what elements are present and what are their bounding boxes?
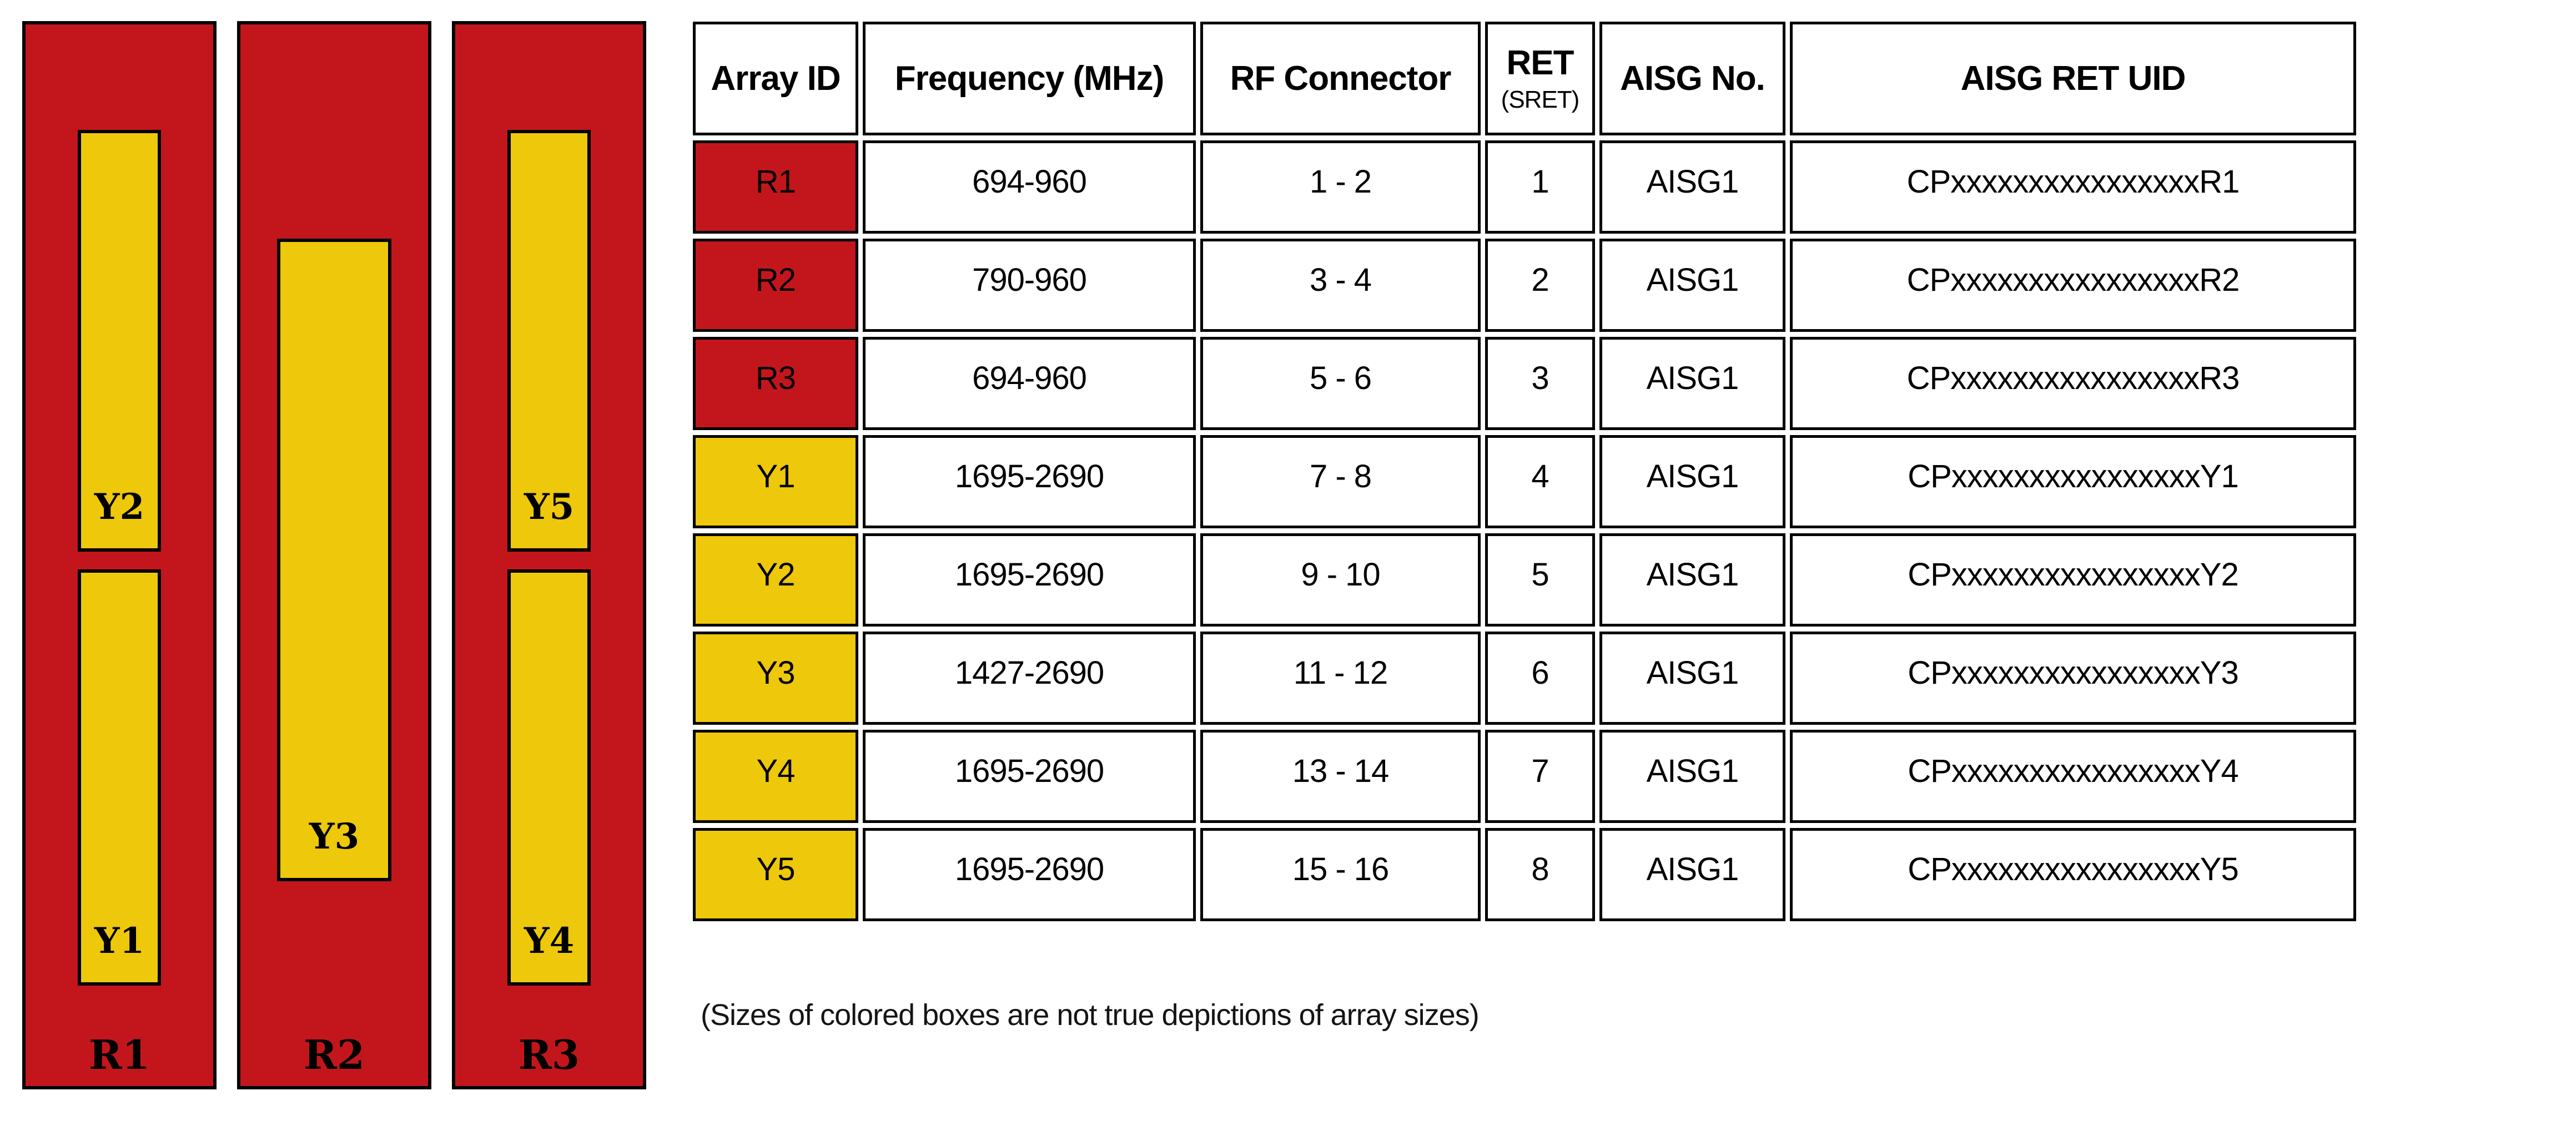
cell-frequency: 790-960 <box>863 239 1196 332</box>
cell-frequency: 1695-2690 <box>863 730 1196 823</box>
table-header-row: Array ID Frequency (MHz) RF Connector RE… <box>693 22 2356 135</box>
cell-ret: 8 <box>1485 828 1595 921</box>
col-header-aisg-ret-uid: AISG RET UID <box>1790 22 2356 135</box>
size-disclaimer-note: (Sizes of colored boxes are not true dep… <box>701 998 1480 1032</box>
table-row: R1 694-960 1 - 2 1 AISG1 CPxxxxxxxxxxxxxxxxR1 <box>693 140 2356 234</box>
array-label-r3: R3 <box>519 1031 580 1078</box>
cell-aisg-no: AISG1 <box>1599 239 1785 332</box>
col-header-ret-sub: (SRET) <box>1501 86 1580 113</box>
cell-aisg-no: AISG1 <box>1599 632 1785 725</box>
cell-rf-connector: 1 - 2 <box>1200 140 1481 234</box>
array-label-y3: Y3 <box>309 816 360 857</box>
cell-frequency: 1695-2690 <box>863 828 1196 921</box>
cell-ret: 1 <box>1485 140 1595 234</box>
yellow-array-box-y1: Y1 <box>78 569 161 986</box>
col-header-aisg-no: AISG No. <box>1599 22 1785 135</box>
cell-aisg-no: AISG1 <box>1599 828 1785 921</box>
cell-aisg-ret-uid: CPxxxxxxxxxxxxxxxxR2 <box>1790 239 2356 332</box>
table-row: R3 694-960 5 - 6 3 AISG1 CPxxxxxxxxxxxxxxxxR3 <box>693 337 2356 430</box>
yellow-array-box-y3: Y3 <box>277 239 391 881</box>
array-label-y4: Y4 <box>524 920 575 962</box>
cell-frequency: 694-960 <box>863 337 1196 430</box>
cell-aisg-no: AISG1 <box>1599 533 1785 627</box>
cell-aisg-ret-uid: CPxxxxxxxxxxxxxxxxY3 <box>1790 632 2356 725</box>
yellow-array-box-y4: Y4 <box>507 569 591 986</box>
cell-rf-connector: 15 - 16 <box>1200 828 1481 921</box>
cell-array-id: R2 <box>693 239 858 332</box>
array-position-diagram: Y2 Y1 R1 Y3 R2 Y5 Y4 R3 <box>22 21 647 1089</box>
cell-frequency: 1695-2690 <box>863 435 1196 528</box>
col-header-frequency: Frequency (MHz) <box>863 22 1196 135</box>
cell-rf-connector: 13 - 14 <box>1200 730 1481 823</box>
cell-array-id: R1 <box>693 140 858 234</box>
col-header-rf-connector: RF Connector <box>1200 22 1481 135</box>
cell-rf-connector: 5 - 6 <box>1200 337 1481 430</box>
cell-ret: 5 <box>1485 533 1595 627</box>
cell-aisg-ret-uid: CPxxxxxxxxxxxxxxxxY2 <box>1790 533 2356 627</box>
table-row: Y4 1695-2690 13 - 14 7 AISG1 CPxxxxxxxxxxxxxx… <box>693 730 2356 823</box>
cell-aisg-ret-uid: CPxxxxxxxxxxxxxxxxY5 <box>1790 828 2356 921</box>
array-label-y2: Y2 <box>94 486 145 528</box>
table-row: Y3 1427-2690 11 - 12 6 AISG1 CPxxxxxxxxxxxxxx… <box>693 632 2356 725</box>
array-spec-table: Array ID Frequency (MHz) RF Connector RE… <box>688 17 2361 926</box>
red-array-bar-r2: Y3 R2 <box>237 21 431 1089</box>
table-row: Y1 1695-2690 7 - 8 4 AISG1 CPxxxxxxxxxxxxxxxx… <box>693 435 2356 528</box>
cell-ret: 6 <box>1485 632 1595 725</box>
cell-rf-connector: 7 - 8 <box>1200 435 1481 528</box>
table-row: Y5 1695-2690 15 - 16 8 AISG1 CPxxxxxxxxxxxxxx… <box>693 828 2356 921</box>
col-header-ret: RET (SRET) <box>1485 22 1595 135</box>
array-label-y1: Y1 <box>94 920 145 962</box>
col-header-array-id: Array ID <box>693 22 858 135</box>
cell-ret: 2 <box>1485 239 1595 332</box>
cell-array-id: Y1 <box>693 435 858 528</box>
cell-array-id: Y4 <box>693 730 858 823</box>
cell-frequency: 1695-2690 <box>863 533 1196 627</box>
cell-aisg-no: AISG1 <box>1599 140 1785 234</box>
table-row: Y2 1695-2690 9 - 10 5 AISG1 CPxxxxxxxxxxxxxxx… <box>693 533 2356 627</box>
cell-rf-connector: 3 - 4 <box>1200 239 1481 332</box>
col-header-ret-main: RET <box>1506 44 1574 82</box>
array-label-r1: R1 <box>89 1031 150 1078</box>
array-label-r2: R2 <box>304 1031 365 1078</box>
cell-aisg-no: AISG1 <box>1599 337 1785 430</box>
cell-array-id: Y3 <box>693 632 858 725</box>
cell-frequency: 1427-2690 <box>863 632 1196 725</box>
cell-rf-connector: 9 - 10 <box>1200 533 1481 627</box>
cell-aisg-no: AISG1 <box>1599 435 1785 528</box>
cell-aisg-ret-uid: CPxxxxxxxxxxxxxxxxY4 <box>1790 730 2356 823</box>
cell-ret: 7 <box>1485 730 1595 823</box>
cell-array-id: R3 <box>693 337 858 430</box>
cell-aisg-ret-uid: CPxxxxxxxxxxxxxxxxR1 <box>1790 140 2356 234</box>
yellow-array-box-y2: Y2 <box>78 130 161 552</box>
cell-ret: 4 <box>1485 435 1595 528</box>
cell-aisg-ret-uid: CPxxxxxxxxxxxxxxxxY1 <box>1790 435 2356 528</box>
cell-array-id: Y2 <box>693 533 858 627</box>
cell-aisg-ret-uid: CPxxxxxxxxxxxxxxxxR3 <box>1790 337 2356 430</box>
red-array-bar-r1: Y2 Y1 R1 <box>22 21 217 1089</box>
cell-rf-connector: 11 - 12 <box>1200 632 1481 725</box>
red-array-bar-r3: Y5 Y4 R3 <box>452 21 646 1089</box>
table-row: R2 790-960 3 - 4 2 AISG1 CPxxxxxxxxxxxxxxxxR2 <box>693 239 2356 332</box>
yellow-array-box-y5: Y5 <box>507 130 591 552</box>
cell-aisg-no: AISG1 <box>1599 730 1785 823</box>
cell-ret: 3 <box>1485 337 1595 430</box>
cell-frequency: 694-960 <box>863 140 1196 234</box>
array-label-y5: Y5 <box>524 486 575 528</box>
cell-array-id: Y5 <box>693 828 858 921</box>
